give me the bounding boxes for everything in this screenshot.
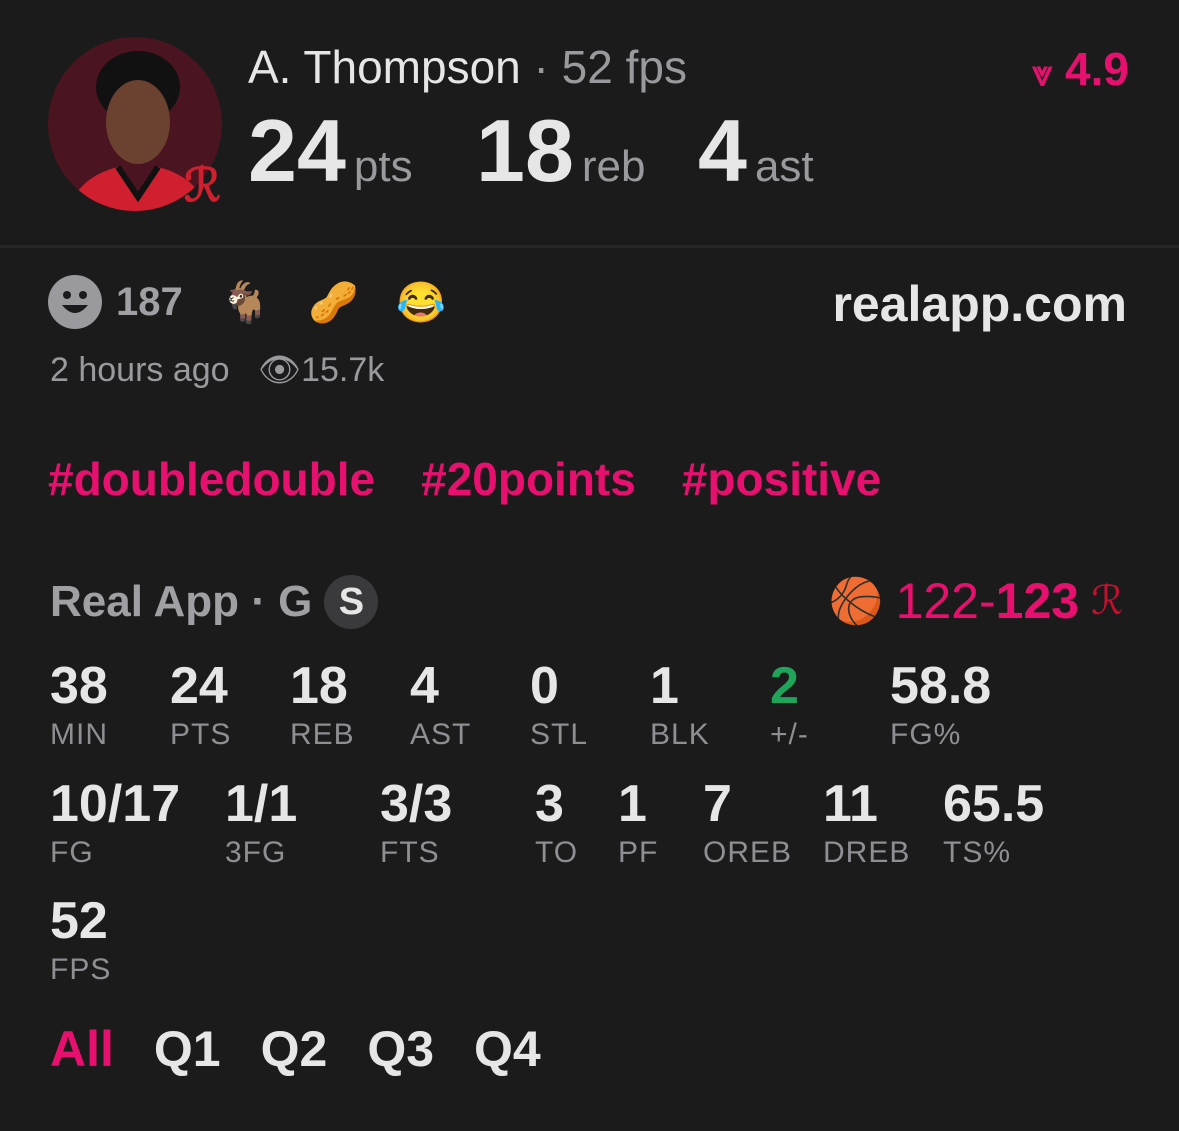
- stat-value: 65.5: [943, 775, 1045, 833]
- stat-value: 58.8: [890, 657, 992, 715]
- smiley-reaction-icon[interactable]: [48, 275, 102, 329]
- tab-q3[interactable]: Q3: [367, 1021, 435, 1077]
- stat-3fg: 1/1 3FG: [225, 778, 297, 870]
- hashtag[interactable]: #20points: [421, 453, 636, 505]
- rockets-logo-icon: ℛ: [184, 159, 221, 211]
- stat-to: 3 TO: [535, 778, 578, 870]
- peanut-emoji-icon[interactable]: 🥜: [308, 280, 359, 325]
- laughing-emoji-icon[interactable]: 😂: [396, 280, 447, 325]
- stat-value: 24: [170, 657, 228, 715]
- stat-value: 18: [290, 657, 348, 715]
- eye-icon: 👁: [257, 351, 302, 389]
- stat-stl: 0 STL: [530, 660, 588, 752]
- stat-label: FG%: [890, 718, 962, 751]
- real-logo-icon: ⩔: [1031, 52, 1053, 93]
- hashtag[interactable]: #positive: [681, 453, 882, 505]
- points-summary: 24 pts: [248, 101, 413, 200]
- stat-fts: 3/3 FTS: [380, 778, 452, 870]
- stat-reb: 18 REB: [290, 660, 355, 752]
- stat-label: FPS: [50, 953, 112, 986]
- tab-all[interactable]: All: [50, 1021, 114, 1077]
- post-meta: 2 hours ago 👁15.7k: [50, 350, 384, 390]
- heat-logo-icon: 🏀: [828, 577, 884, 626]
- stat-label: STL: [530, 718, 589, 751]
- stat-value: 2: [770, 657, 799, 715]
- stat-blk: 1 BLK: [650, 660, 710, 752]
- stat-label: +/-: [770, 718, 809, 751]
- tab-q1[interactable]: Q1: [153, 1021, 221, 1077]
- stat-fps: 52 FPS: [50, 895, 111, 987]
- player-name-line[interactable]: A. Thompson · 52 fps: [248, 40, 687, 94]
- stat-fg: 58.8 FG%: [890, 660, 991, 752]
- stat-value: 4: [410, 657, 439, 715]
- stat-value: 7: [703, 775, 732, 833]
- game-score[interactable]: 🏀 122-123 ℛ: [828, 573, 1123, 629]
- stat-value: 11: [823, 775, 878, 833]
- stat-value: 1: [618, 775, 647, 833]
- stat-value: 3: [535, 775, 564, 833]
- stat-ast: 4 AST: [410, 660, 471, 752]
- stat-pf: 1 PF: [618, 778, 658, 870]
- reaction-count: 187: [116, 279, 183, 324]
- tab-q2[interactable]: Q2: [260, 1021, 328, 1077]
- reactions-bar[interactable]: 187 🐐 🥜 😂: [48, 275, 446, 329]
- quarter-tabs: All Q1 Q2 Q3 Q4: [50, 1020, 541, 1078]
- timestamp: 2 hours ago: [50, 351, 230, 389]
- stat-min: 38 MIN: [50, 660, 108, 752]
- s-badge: S: [324, 575, 379, 629]
- stat-label: FTS: [380, 836, 440, 869]
- view-count: 15.7k: [301, 351, 385, 389]
- stat-ts: 65.5 TS%: [943, 778, 1044, 870]
- stat-label: PTS: [170, 718, 232, 751]
- tab-q4[interactable]: Q4: [474, 1021, 541, 1077]
- stat-value: 1/1: [225, 775, 298, 833]
- stat-label: MIN: [50, 718, 108, 751]
- rebounds-summary: 18 reb: [476, 101, 646, 200]
- rockets-logo-icon: ℛ: [1091, 579, 1123, 623]
- stat-label: OREB: [703, 836, 793, 869]
- stat-pts: 24 PTS: [170, 660, 231, 752]
- stat-label: DREB: [823, 836, 911, 869]
- hashtag[interactable]: #doubledouble: [48, 453, 376, 505]
- player-name[interactable]: A. Thompson: [248, 41, 521, 93]
- stat-value: 10/17: [50, 775, 181, 833]
- stat-value: 52: [50, 892, 108, 950]
- stat-fg: 10/17 FG: [50, 778, 180, 870]
- stat-label: TO: [535, 836, 579, 869]
- player-avatar[interactable]: [48, 37, 222, 211]
- stat-value: 38: [50, 657, 108, 715]
- stat-label: REB: [290, 718, 355, 751]
- rating[interactable]: ⩔ 4.9: [1031, 43, 1129, 95]
- fps-label: 52 fps: [561, 41, 687, 93]
- stat-oreb: 7 OREB: [703, 778, 792, 870]
- stat-value: 3/3: [380, 775, 453, 833]
- separator: ·: [533, 41, 549, 93]
- hashtags: #doubledouble #20points #positive: [48, 452, 927, 506]
- player-photo-icon: [68, 51, 208, 211]
- stat-label: BLK: [650, 718, 710, 751]
- stat-label: FG: [50, 836, 94, 869]
- stat-value: 1: [650, 657, 679, 715]
- assists-summary: 4 ast: [698, 101, 814, 200]
- site-link[interactable]: realapp.com: [832, 276, 1127, 332]
- stat-label: AST: [410, 718, 472, 751]
- goat-emoji-icon[interactable]: 🐐: [220, 280, 271, 325]
- stat-: 2 +/-: [770, 660, 809, 752]
- stat-label: PF: [618, 836, 659, 869]
- stat-label: 3FG: [225, 836, 287, 869]
- stat-value: 0: [530, 657, 559, 715]
- stat-label: TS%: [943, 836, 1012, 869]
- stat-dreb: 11 DREB: [823, 778, 910, 870]
